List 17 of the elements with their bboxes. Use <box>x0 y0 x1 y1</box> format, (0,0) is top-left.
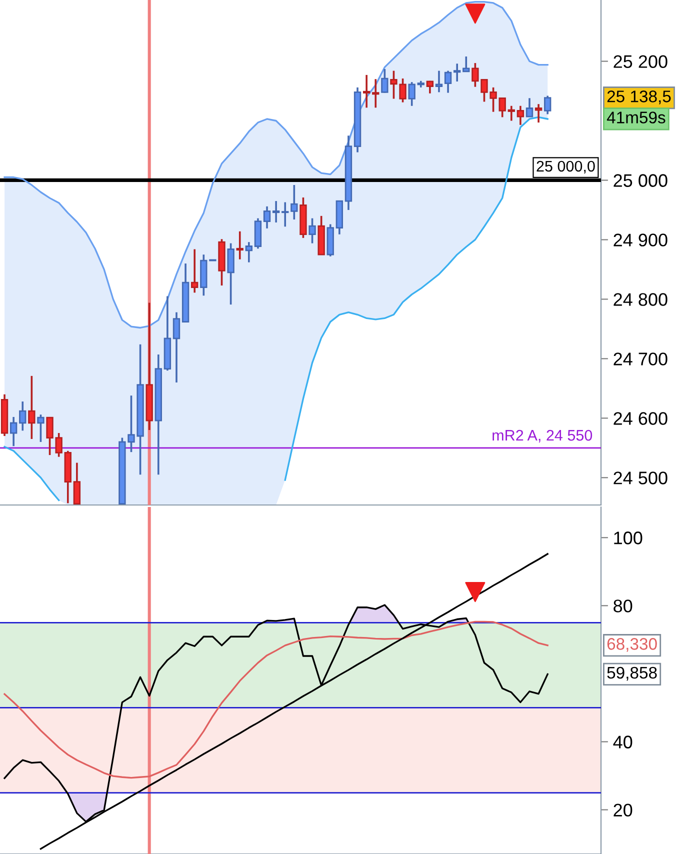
y-tick-label: 100 <box>614 532 642 544</box>
y-tick-label: 20 <box>614 804 632 816</box>
y-tick-label: 24 500 <box>614 472 668 484</box>
y-tick-label: 24 700 <box>614 352 668 366</box>
text: 41m59s <box>606 112 666 124</box>
y-tick-label: 24 900 <box>614 234 668 246</box>
ref-line-label: mR2 A, 24 550 <box>492 430 592 443</box>
y-tick-label: 25 000 <box>614 174 668 187</box>
ref-line-label: 25 000,0 <box>536 160 595 174</box>
y-tick-label: 24 800 <box>614 293 668 306</box>
y-tick-label: 80 <box>614 600 632 612</box>
text: 25 138,5 <box>607 90 671 104</box>
y-tick-label: 24 600 <box>614 412 668 425</box>
y-tick-label: 40 <box>613 736 632 748</box>
y-tick-label: 25 200 <box>614 55 668 68</box>
text: 59,858 <box>607 666 657 681</box>
text: 68,330 <box>607 638 657 652</box>
